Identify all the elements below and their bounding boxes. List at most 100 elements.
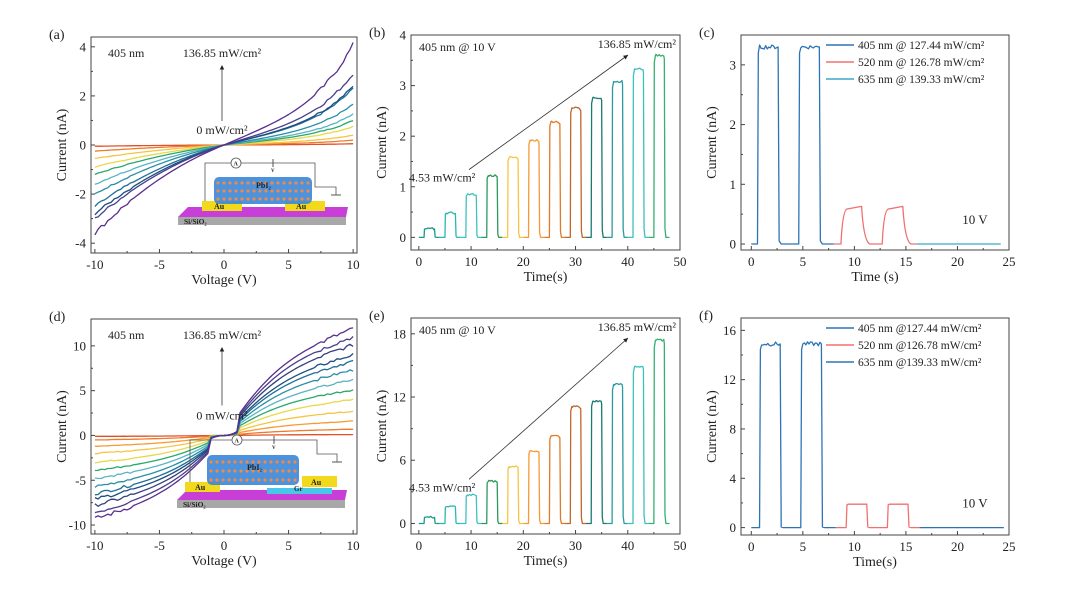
trace-405nm bbox=[751, 341, 836, 529]
atom bbox=[239, 469, 243, 473]
atom bbox=[251, 460, 255, 464]
y-tick-label: 0 bbox=[730, 237, 737, 252]
x-tick-label: 10 bbox=[347, 257, 360, 272]
atom bbox=[269, 460, 273, 464]
x-axis-label: Time (s) bbox=[851, 270, 899, 285]
axes-frame bbox=[410, 317, 681, 535]
x-tick-label: 10 bbox=[465, 538, 478, 553]
atom bbox=[216, 189, 220, 193]
atom bbox=[245, 469, 249, 473]
y-axis-label: Current (nA) bbox=[705, 106, 720, 179]
atom bbox=[251, 478, 255, 482]
legend-entry: 520 nm @126.78 mW/cm² bbox=[858, 340, 982, 352]
y-tick-label: 6 bbox=[400, 453, 407, 468]
wavelength-annotation: 405 nm bbox=[108, 328, 145, 342]
iv-curve bbox=[94, 134, 354, 160]
x-tick-label: 0 bbox=[748, 539, 755, 554]
atom bbox=[222, 189, 226, 193]
atom bbox=[215, 460, 219, 464]
pulse-1 bbox=[418, 227, 440, 239]
pbi2-flake bbox=[214, 177, 312, 204]
au-electrode-left bbox=[185, 482, 220, 492]
atom bbox=[228, 197, 232, 201]
ammeter-icon bbox=[230, 157, 242, 169]
x-tick-label: 5 bbox=[800, 539, 807, 554]
y-tick-label: 0 bbox=[400, 516, 407, 531]
atom bbox=[239, 460, 243, 464]
atom bbox=[276, 189, 280, 193]
ammeter-label: A bbox=[235, 439, 240, 445]
pulse-4 bbox=[481, 479, 503, 525]
trace-520nm bbox=[833, 205, 917, 245]
au-label-left: Au bbox=[214, 202, 225, 211]
atom bbox=[270, 189, 274, 193]
y-tick-label: 0 bbox=[80, 428, 87, 443]
pulse-11 bbox=[627, 67, 649, 239]
x-tick-label: 0 bbox=[416, 254, 423, 269]
atom bbox=[264, 197, 268, 201]
atom bbox=[216, 197, 220, 201]
atom bbox=[294, 197, 298, 201]
x-tick-label: 0 bbox=[221, 538, 228, 553]
trace-520nm bbox=[835, 503, 920, 529]
pulse-12 bbox=[648, 53, 670, 239]
y-tick-label: 2 bbox=[400, 129, 407, 144]
atom bbox=[275, 469, 279, 473]
iv-curve bbox=[94, 42, 354, 236]
legend-entry: 635 nm @ 139.33 mW/cm² bbox=[858, 74, 985, 86]
x-tick-label: 20 bbox=[517, 538, 530, 553]
atom bbox=[257, 460, 261, 464]
y-tick-label: -5 bbox=[75, 473, 86, 488]
x-tick-label: 50 bbox=[674, 538, 687, 553]
condition-annotation: 405 nm @ 10 V bbox=[419, 40, 496, 54]
start-power-annotation: 4.53 mW/cm² bbox=[409, 480, 476, 494]
pulse-10 bbox=[606, 382, 628, 525]
atom bbox=[234, 197, 238, 201]
pulse-6 bbox=[523, 138, 545, 239]
atom bbox=[300, 197, 304, 201]
x-tick-label: 10 bbox=[347, 538, 360, 553]
axes-frame bbox=[740, 317, 1010, 536]
atom bbox=[270, 181, 274, 185]
device-schematic-inset: Si/SiO₂ Au Au PbI₂ A V bbox=[178, 157, 348, 226]
iv-curve bbox=[94, 327, 354, 518]
x-tick-label: -10 bbox=[86, 257, 103, 272]
atom bbox=[269, 469, 273, 473]
pulse-2 bbox=[439, 505, 461, 525]
pulse-1 bbox=[418, 515, 440, 525]
power-trend-arrow-head bbox=[623, 55, 628, 60]
iv-curves bbox=[94, 42, 354, 236]
y-tick-label: 4 bbox=[80, 39, 87, 54]
x-axis-label: Time(s) bbox=[524, 554, 568, 569]
start-power-annotation: 4.53 mW/cm² bbox=[409, 171, 476, 185]
max-power-annotation: 136.85 mW/cm² bbox=[183, 328, 262, 342]
atom bbox=[240, 197, 244, 201]
y-tick-label: 8 bbox=[730, 421, 737, 436]
atom bbox=[234, 189, 238, 193]
atom bbox=[246, 197, 250, 201]
atom bbox=[234, 181, 238, 185]
atom bbox=[275, 478, 279, 482]
atom bbox=[251, 469, 255, 473]
atom bbox=[282, 189, 286, 193]
pulse-11 bbox=[627, 365, 649, 525]
atom bbox=[294, 189, 298, 193]
pulse-8 bbox=[565, 106, 586, 239]
bias-annotation: 10 V bbox=[962, 212, 988, 227]
x-tick-label: 20 bbox=[951, 254, 964, 269]
power-arrow-head bbox=[219, 65, 225, 70]
atom bbox=[270, 197, 274, 201]
panel-label: (f) bbox=[699, 309, 713, 324]
legend-entry: 635 nm @139.33 mW/cm² bbox=[858, 357, 982, 369]
y-tick-label: 10 bbox=[73, 338, 86, 353]
au-label-right: Au bbox=[296, 202, 307, 211]
wavelength-annotation: 405 nm bbox=[108, 46, 145, 60]
axes-frame bbox=[410, 34, 681, 251]
y-tick-label: 2 bbox=[730, 117, 737, 132]
atom bbox=[275, 460, 279, 464]
min-power-annotation: 0 mW/cm² bbox=[196, 408, 248, 422]
atom bbox=[227, 460, 231, 464]
substrate-label: Si/SiO₂ bbox=[183, 500, 206, 509]
pulse-8 bbox=[565, 405, 586, 525]
pulse-trace bbox=[418, 53, 670, 239]
